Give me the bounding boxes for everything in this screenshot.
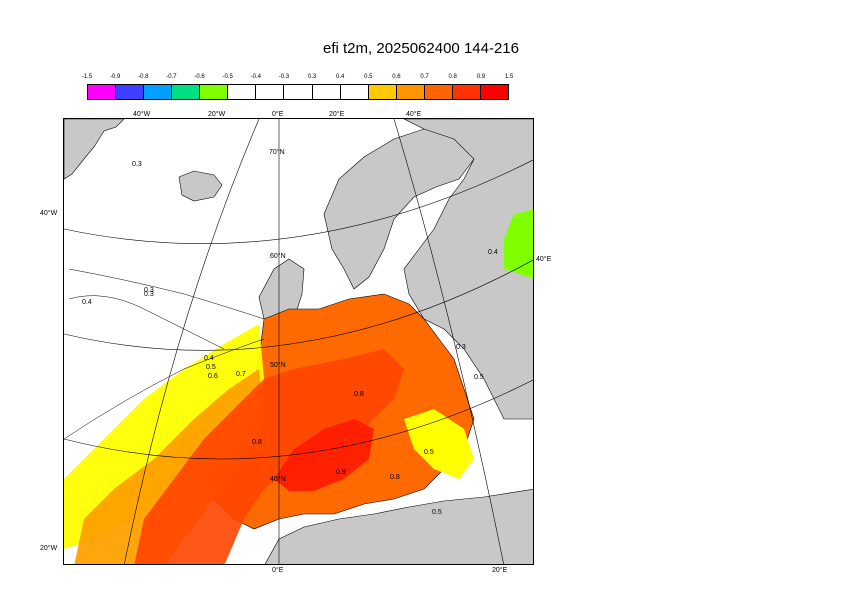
colorbar-tick: -0.3 (278, 74, 290, 80)
contour-label: 0.5 (424, 449, 434, 456)
colorbar-tick: 0.6 (392, 74, 401, 80)
efi-shade-green-russia (504, 209, 533, 279)
colorbar-segment (340, 85, 369, 99)
colorbar-tick-labels: -1.5 -0.9 -0.8 -0.7 -0.6 -0.5 -0.4 -0.3 0.3 0.4 0.… (80, 74, 516, 84)
contour-label: 0.5 (474, 374, 484, 381)
colorbar-tick: 1.5 (504, 74, 514, 80)
colorbar-segment (312, 85, 341, 99)
colorbar-segment (396, 85, 425, 99)
contour-label: 0.4 (488, 249, 498, 256)
bottom-lon-label-20e: 20°E (492, 567, 508, 574)
land-iceland (178, 170, 223, 202)
top-lon-label-40w: 40°W (133, 111, 151, 118)
colorbar-tick: 0.4 (336, 74, 345, 80)
efi-shade-red (134, 349, 404, 564)
colorbar-segment (424, 85, 453, 99)
efi-shade-deep-red (274, 419, 374, 491)
left-label-40w: 40°W (40, 210, 58, 217)
colorbar-segment (256, 85, 285, 99)
colorbar-segment (368, 85, 397, 99)
lat-label-70n: 70°N (269, 149, 285, 156)
lat-label-50n: 50°N (270, 362, 286, 369)
colorbar-segment (172, 85, 201, 99)
contour-label: 0.5 (432, 509, 442, 516)
contour-label: 0.3 (456, 344, 466, 351)
colorbar-tick: 0.9 (476, 74, 486, 80)
land-greenland (64, 119, 125, 180)
top-lon-label-20w: 20°W (208, 111, 226, 118)
contour-label: 0.3 (144, 287, 154, 294)
land-russia-east (403, 119, 533, 420)
contour-label: 0.4 (204, 355, 214, 362)
colorbar-tick: 0.5 (364, 74, 373, 80)
colorbar-segment (88, 85, 117, 99)
colorbar-segment (144, 85, 173, 99)
map-panel: 70°N 60°N 50°N 40°N 0.3 0.4 0.3 0.4 0.5 … (63, 118, 534, 565)
colorbar-tick: -0.6 (194, 74, 205, 80)
land-scandinavia (323, 128, 475, 290)
colorbar-segment (116, 85, 145, 99)
colorbar-segment (284, 85, 313, 99)
colorbar-segment (200, 85, 229, 99)
colorbar-tick: -0.9 (109, 74, 121, 80)
contour-label: 0.3 (144, 291, 154, 298)
map-title: efi t2m, 2025062400 144-216 (323, 40, 519, 57)
contour-label: 0.8 (354, 391, 364, 398)
map-canvas (64, 119, 533, 564)
colorbar-tick: -0.7 (166, 74, 177, 80)
colorbar-tick: 0.3 (307, 74, 317, 80)
left-label-20w: 20°W (40, 545, 58, 552)
colorbar-segment (480, 85, 508, 99)
graticule (64, 119, 533, 564)
contour-label: 0.6 (208, 373, 218, 380)
colorbar-tick: -0.5 (222, 74, 233, 80)
top-lon-label-0e: 0°E (272, 111, 284, 118)
colorbar (87, 84, 509, 100)
top-lon-label-20e: 20°E (329, 111, 345, 118)
contour-label: 0.7 (236, 371, 246, 378)
contour-label: 0.5 (206, 364, 216, 371)
contour-label: 0.8 (390, 474, 400, 481)
contour-label: 0.9 (336, 469, 346, 476)
colorbar-tick: -0.8 (138, 74, 149, 80)
efi-shade-orange (74, 369, 264, 564)
top-lon-label-40e: 40°E (406, 111, 422, 118)
colorbar-tick: -0.4 (250, 74, 261, 80)
colorbar-tick: -1.5 (81, 74, 93, 80)
lat-label-40n: 40°N (270, 476, 286, 483)
lat-label-60n: 60°N (270, 253, 286, 260)
colorbar-segment (452, 85, 481, 99)
land-africa (264, 489, 533, 564)
colorbar-segment (228, 85, 257, 99)
colorbar-tick: 0.8 (448, 74, 457, 80)
contour-label: 0.3 (132, 161, 142, 168)
contour-label: 0.8 (252, 439, 262, 446)
right-label-40e: 40°E (536, 256, 552, 263)
bottom-lon-label-0e: 0°E (272, 567, 284, 574)
colorbar-tick: 0.7 (420, 74, 429, 80)
contour-label: 0.4 (82, 299, 92, 306)
contours (64, 268, 265, 440)
